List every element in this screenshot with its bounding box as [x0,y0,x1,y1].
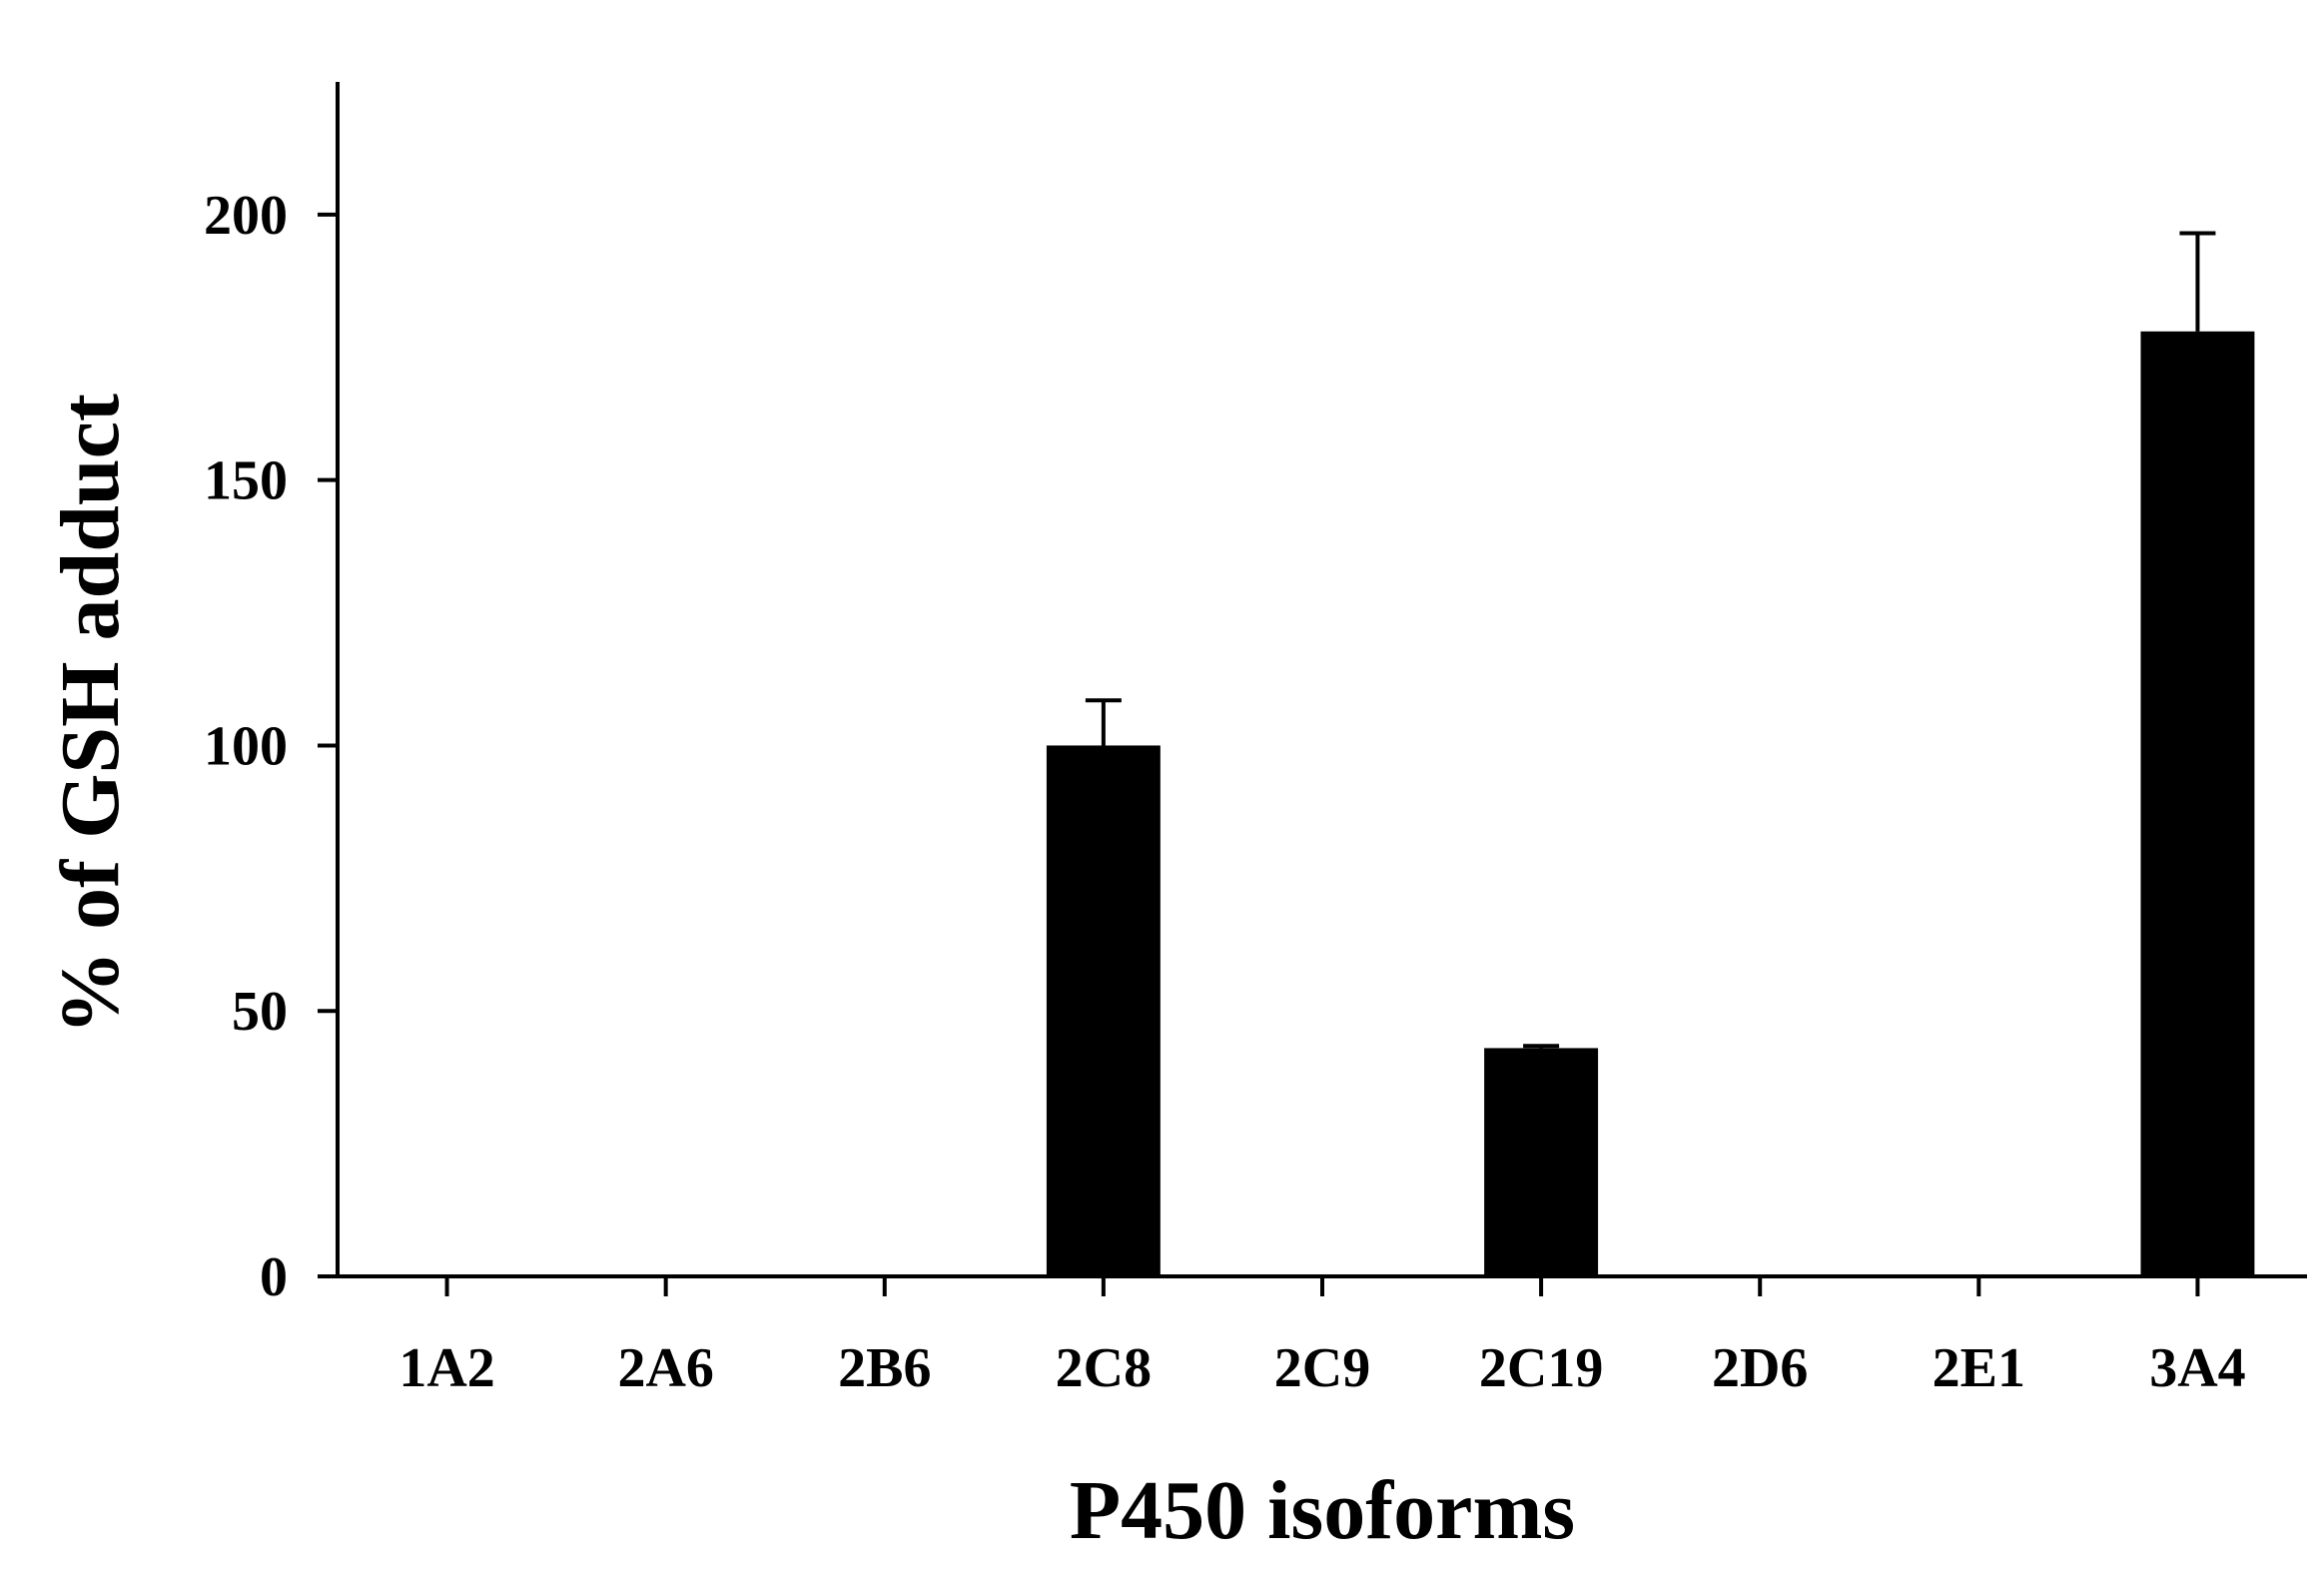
y-axis-ticks: 0 50 100 150 200 [204,185,338,1308]
x-tick-label: 2B6 [838,1337,931,1399]
x-tick-label: 2A6 [617,1337,713,1399]
error-bar [1523,1044,1560,1049]
y-tick-label: 200 [204,185,288,247]
y-tick-label: 100 [204,715,288,777]
x-tick-label: 2C9 [1274,1337,1370,1399]
bars [1046,331,2255,1276]
x-tick-label: 2D6 [1712,1337,1808,1399]
bar [1484,1048,1599,1276]
bar [1046,745,1161,1276]
error-bar [1085,698,1122,746]
error-bars [1085,231,2216,1049]
y-tick-label: 50 [232,981,288,1043]
x-tick-label: 2C8 [1056,1337,1152,1399]
bar [2140,331,2255,1276]
x-axis-title: P450 isoforms [1070,1464,1575,1557]
error-bar [2179,231,2216,332]
y-axis-title: % of GSH adduct [44,394,137,1035]
y-tick-label: 150 [204,450,288,512]
x-axis-ticks: 1A2 2A6 2B6 2C8 2C9 2C19 2D6 2E1 3A4 [398,1276,2246,1399]
x-tick-label: 2E1 [1933,1337,2025,1399]
x-tick-label: 2C19 [1479,1337,1603,1399]
x-tick-label: 3A4 [2149,1337,2245,1399]
y-tick-label: 0 [260,1246,288,1308]
x-tick-label: 1A2 [398,1337,494,1399]
